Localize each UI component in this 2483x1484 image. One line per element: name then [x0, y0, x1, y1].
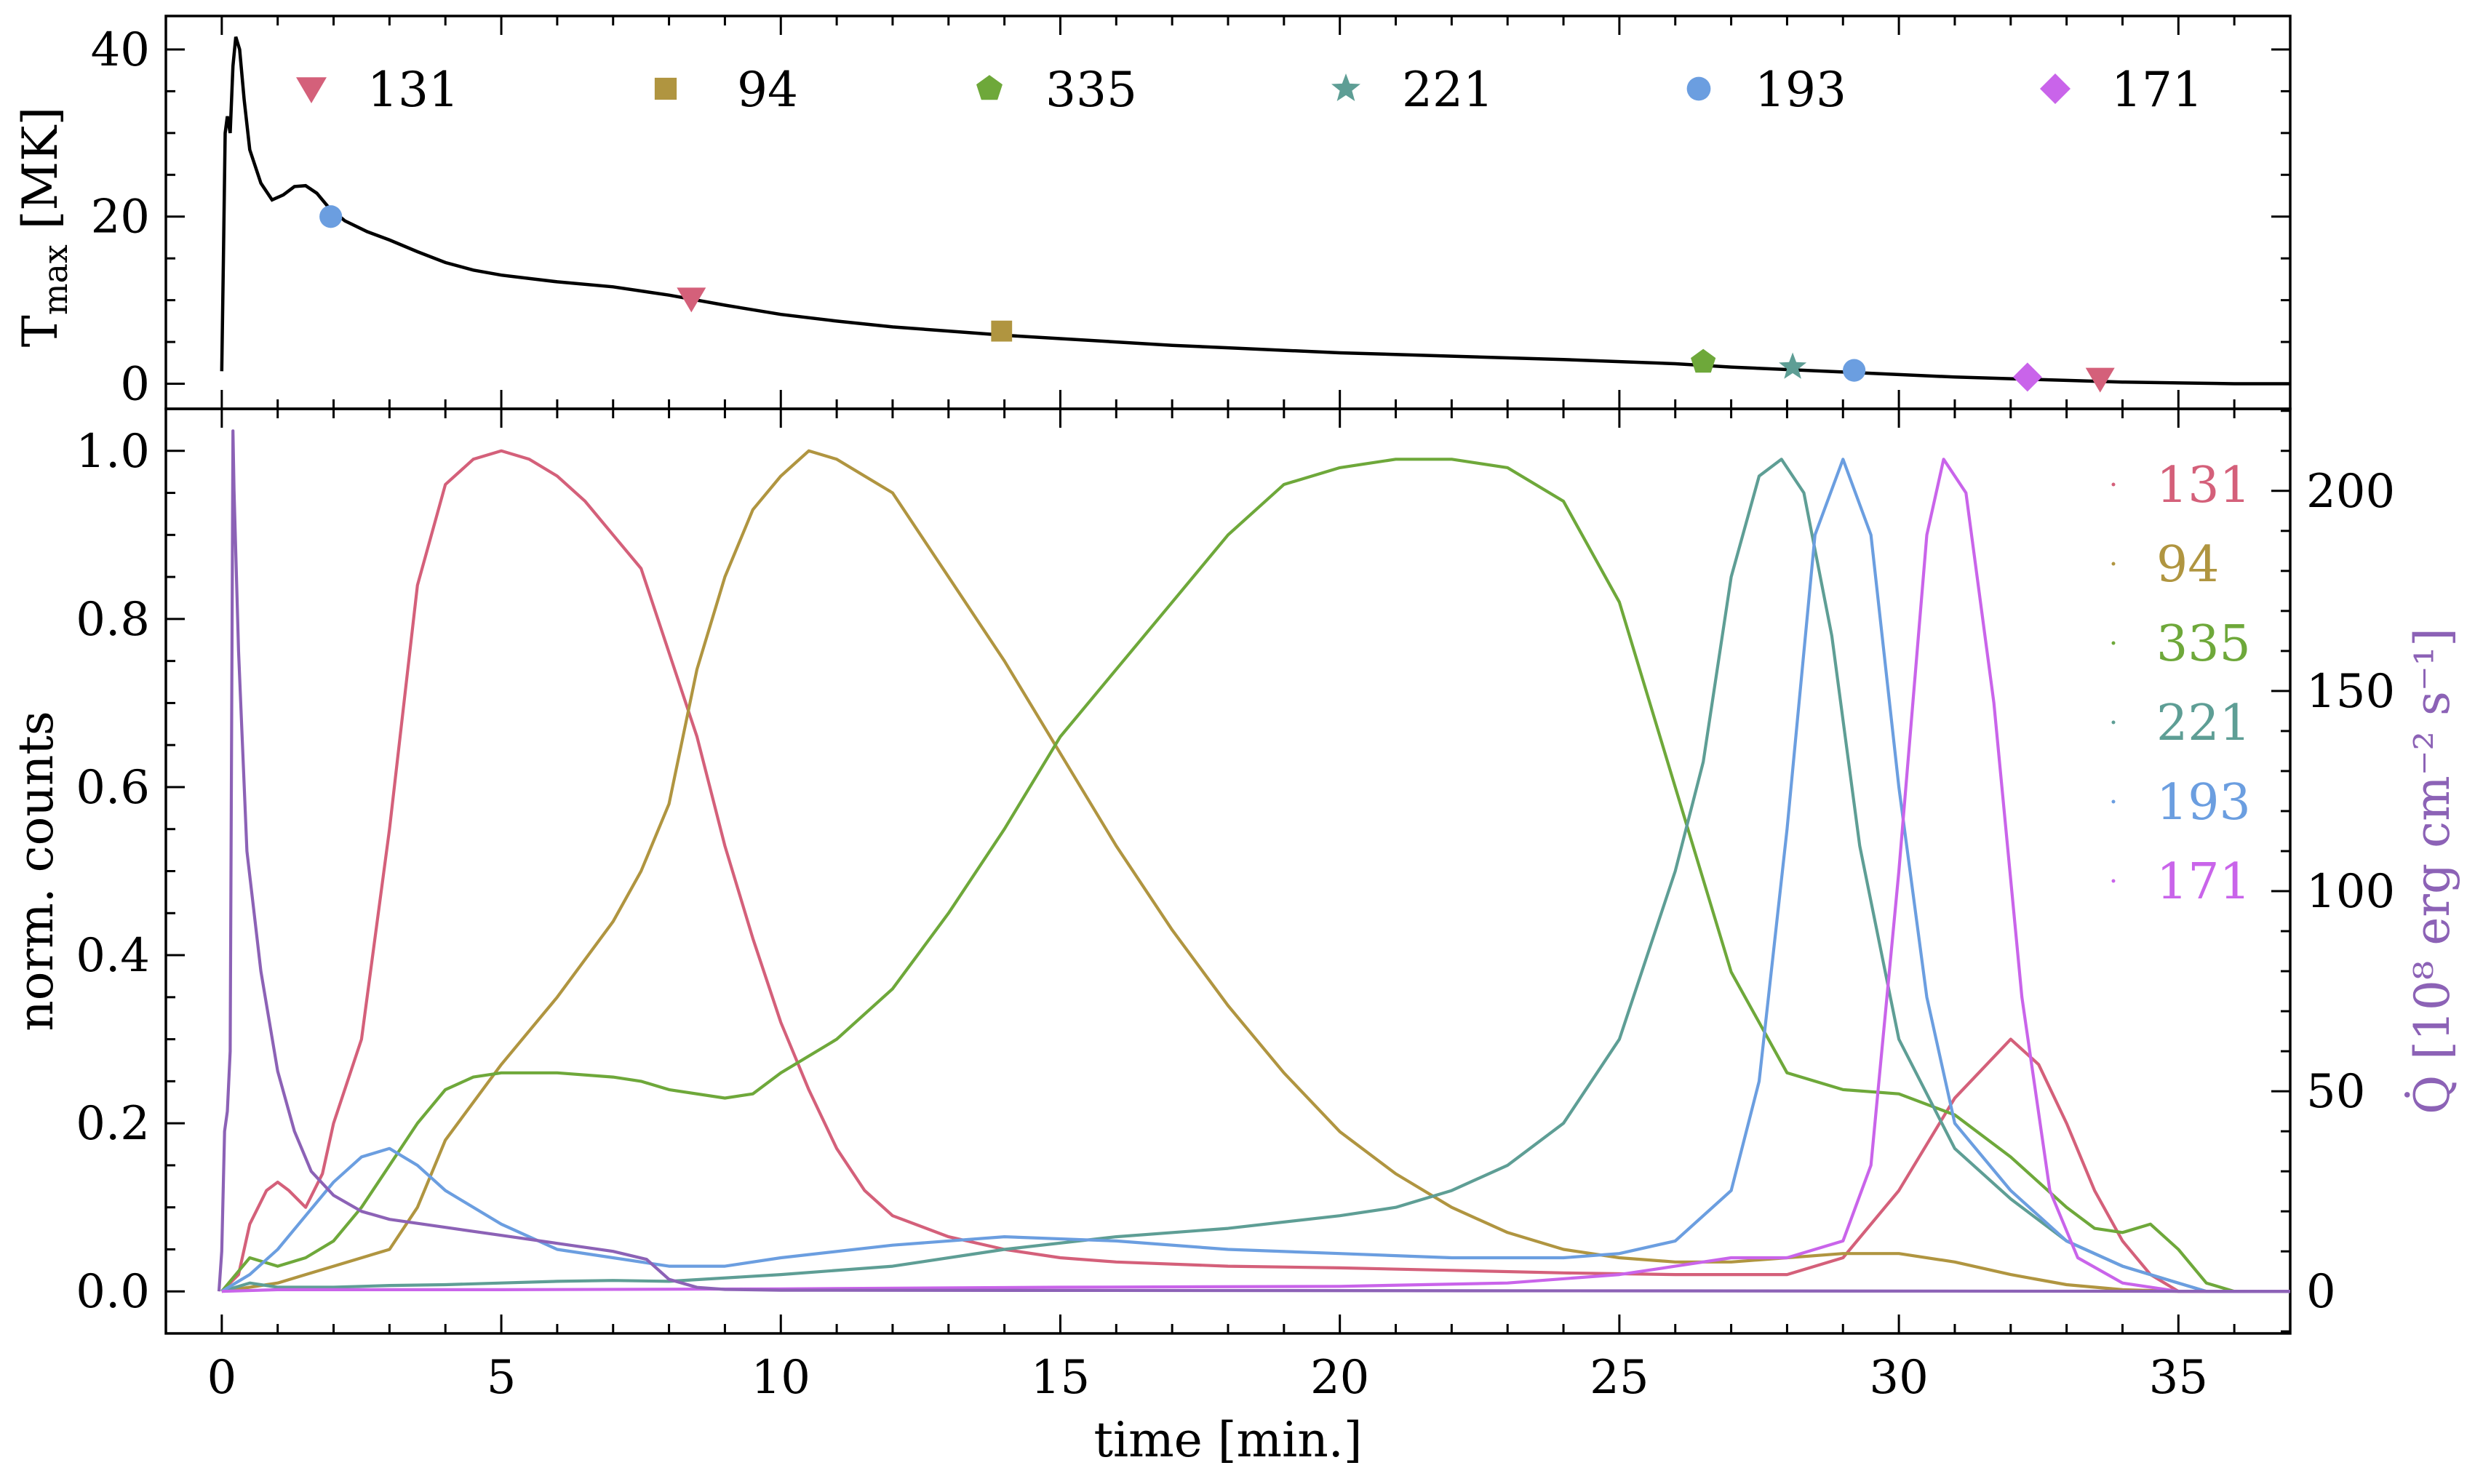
- legend-dot-171: [2111, 879, 2116, 883]
- marker-131: [677, 287, 706, 313]
- legend-label-193: 193: [1755, 62, 1846, 118]
- series-line-94: [221, 449, 2290, 1293]
- series-line-193: [220, 458, 2290, 1293]
- legend-label-131: 131: [367, 62, 459, 118]
- x-tick-label: 30: [1869, 1351, 1928, 1405]
- y-tick-label: 20: [91, 191, 150, 244]
- x-tick-label: 0: [207, 1351, 236, 1405]
- legend-marker-193: [1686, 76, 1711, 101]
- x-tick-label: 10: [752, 1351, 810, 1405]
- series-line-171: [221, 458, 2290, 1293]
- top-panel: 0 20 40 Tmax [MK] 131 94 335 221 193 171: [12, 15, 2292, 412]
- marker-335: [1691, 348, 1716, 373]
- marker-193: [319, 205, 343, 228]
- legend-label-171: 171: [2111, 62, 2203, 118]
- y-tick-label: 40: [91, 23, 150, 77]
- legend-marker-131: [296, 77, 327, 103]
- x-axis-label: time [min.]: [1094, 1412, 1363, 1468]
- legend-label-335: 335: [2156, 615, 2251, 673]
- bottom-y-axis-label: norm. counts: [8, 711, 64, 1031]
- bottom-panel: 0.0 0.2 0.4 0.6 0.8 1.0 0 50 100 150 200 0 5 10 15 20 25…: [8, 407, 2460, 1468]
- y-tick-label: 0.2: [76, 1097, 150, 1151]
- legend-label-221: 221: [1402, 62, 1494, 118]
- x-tick-label: 15: [1031, 1351, 1090, 1405]
- y2-tick-label: 100: [2306, 865, 2395, 919]
- legend-dot-131: [2111, 482, 2116, 487]
- legend-label-131: 131: [2156, 457, 2251, 514]
- legend-dot-94: [2111, 562, 2116, 566]
- legend-marker-94: [654, 77, 677, 100]
- series-line-131: [220, 449, 2290, 1293]
- legend-label-94: 94: [2156, 536, 2220, 594]
- series-line-221: [221, 458, 2290, 1293]
- y2-axis-label: Q̇ [10⁸ erg cm⁻² s⁻¹]: [2404, 628, 2460, 1114]
- legend-label-94: 94: [737, 62, 798, 118]
- marker-94: [991, 320, 1013, 342]
- legend-dot-193: [2111, 799, 2116, 804]
- legend-dot-221: [2111, 720, 2116, 725]
- y2-tick-label: 200: [2306, 465, 2395, 519]
- tmax-line: [220, 36, 2290, 386]
- y-tick-label: 0.0: [76, 1265, 150, 1319]
- legend-label-221: 221: [2156, 695, 2251, 752]
- marker-131: [2085, 367, 2115, 393]
- y-tick-label: 0: [120, 358, 150, 412]
- legend-label-171: 171: [2156, 853, 2251, 911]
- y-tick-label: 0.8: [76, 593, 150, 647]
- series-line-qdot: [217, 429, 2290, 1293]
- legend-marker-335: [976, 75, 1003, 100]
- legend-dot-335: [2111, 641, 2116, 645]
- top-y-axis-label: Tmax [MK]: [12, 107, 75, 347]
- series-line-335: [220, 458, 2290, 1293]
- y-tick-label: 0.6: [76, 761, 150, 815]
- marker-193: [1843, 359, 1866, 382]
- legend-label-335: 335: [1045, 62, 1137, 118]
- x-tick-label: 20: [1310, 1351, 1369, 1405]
- y-tick-label: 0.4: [76, 929, 150, 983]
- y2-tick-label: 150: [2306, 665, 2395, 719]
- x-tick-label: 25: [1590, 1351, 1649, 1405]
- x-tick-label: 35: [2149, 1351, 2208, 1405]
- y-tick-label: 1.0: [76, 425, 150, 479]
- marker-221: [1779, 352, 1807, 379]
- legend-label-193: 193: [2156, 774, 2251, 831]
- x-tick-label: 5: [487, 1351, 517, 1405]
- legend-marker-221: [1331, 73, 1360, 101]
- legend-marker-171: [2040, 73, 2071, 104]
- marker-171: [2012, 362, 2042, 392]
- y2-tick-label: 50: [2306, 1065, 2365, 1119]
- y2-tick-label: 0: [2306, 1265, 2336, 1319]
